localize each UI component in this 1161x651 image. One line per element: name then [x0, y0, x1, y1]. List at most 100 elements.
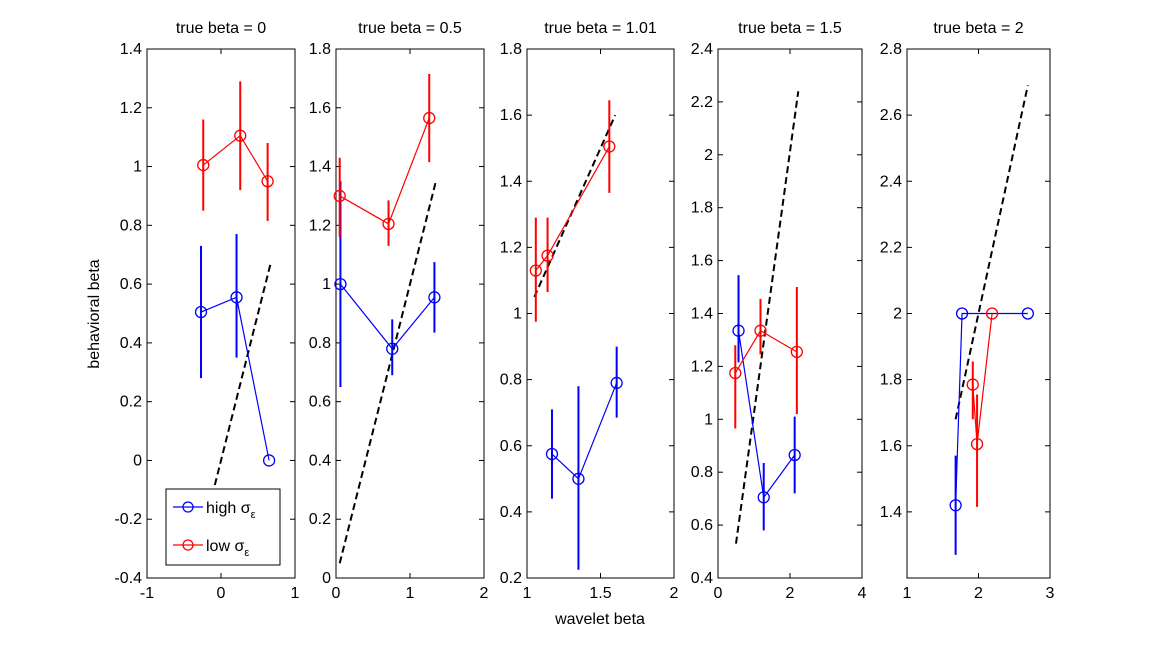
data-point	[732, 324, 745, 337]
series-low	[333, 73, 436, 246]
legend-entry: high σε	[173, 500, 256, 521]
identity-line	[533, 114, 617, 298]
y-tick-label: 0	[133, 452, 142, 469]
series-low	[529, 100, 616, 322]
series-line	[202, 134, 269, 182]
x-tick-label: 1	[291, 585, 300, 602]
y-tick-label: 0.8	[691, 464, 713, 481]
y-tick-label: 0.6	[500, 438, 522, 455]
y-tick-label: 1.4	[500, 173, 522, 190]
y-tick-label: -0.2	[114, 511, 142, 528]
series-line	[972, 313, 993, 445]
data-point	[1021, 307, 1034, 320]
y-tick-label: 2.2	[880, 239, 902, 256]
panel-title: true beta = 2	[933, 20, 1023, 37]
panel-1: true beta = 0 -0.4 -0.2 0 0.2 0.4 0.6 0.8 1 1.2 1.…	[114, 20, 299, 602]
y-tick-label: 0.8	[120, 217, 142, 234]
data-point	[970, 437, 984, 451]
y-tick-label: 0.2	[500, 570, 522, 587]
data-point	[757, 491, 770, 504]
data-point	[428, 291, 441, 304]
data-point	[790, 345, 803, 359]
identity-line	[735, 91, 800, 544]
y-tick-label: 1.4	[691, 306, 713, 323]
x-tick-label: -1	[140, 585, 154, 602]
x-tick-label: 0	[332, 585, 341, 602]
series-line	[955, 312, 1028, 506]
y-tick-label: 0.8	[309, 335, 331, 352]
data-point	[529, 264, 542, 277]
legend-marker	[182, 501, 194, 513]
panel-5: true beta = 2 1.4 1.6 1.8 2 2.2 2.4 2.6 2.8 1 2 3	[880, 20, 1055, 602]
y-tick-label: 0.4	[309, 452, 331, 469]
y-tick-label: 0.6	[691, 517, 713, 534]
data-point	[333, 189, 346, 203]
y-tick-label: 0.2	[309, 511, 331, 528]
legend-label: high σε	[206, 500, 256, 521]
y-axis-label: behavioral beta	[86, 259, 103, 369]
series-low	[197, 81, 274, 221]
series-line	[200, 296, 270, 461]
y-tick-label: 1.2	[691, 358, 713, 375]
data-point	[949, 499, 962, 512]
data-point	[545, 447, 559, 461]
y-tick-label: 1.2	[120, 100, 142, 117]
y-tick-label: 2	[704, 147, 713, 164]
y-tick-label: 1.4	[880, 504, 902, 521]
x-tick-label: 0	[217, 585, 226, 602]
y-tick-label: 0.6	[309, 394, 331, 411]
series-low	[729, 287, 803, 429]
x-tick-label: 2	[670, 585, 679, 602]
y-tick-label: 1	[322, 276, 331, 293]
data-point	[610, 376, 623, 390]
panels: true beta = 0 -0.4 -0.2 0 0.2 0.4 0.6 0.8 1 1.2 1.…	[114, 20, 1054, 602]
x-tick-label: 3	[1046, 585, 1055, 602]
y-tick-label: 1.2	[309, 217, 331, 234]
identity-line	[211, 263, 272, 496]
series-high	[732, 275, 801, 531]
panel-2: true beta = 0.5 0 0.2 0.4 0.6 0.8 1 1.2 1.4 1.6 1.…	[309, 20, 489, 602]
y-tick-label: 1.2	[500, 239, 522, 256]
data-point	[541, 249, 554, 262]
series-high	[194, 234, 276, 467]
panel-title: true beta = 1.5	[738, 20, 842, 37]
x-tick-label: 1	[523, 585, 532, 602]
y-tick-label: 1.6	[691, 253, 713, 270]
x-tick-label: 2	[974, 585, 983, 602]
data-point	[423, 111, 436, 125]
y-tick-label: 0.2	[120, 394, 142, 411]
y-tick-label: 0	[322, 570, 331, 587]
y-tick-label: 2.8	[880, 41, 902, 58]
y-tick-label: 1.6	[309, 100, 331, 117]
x-tick-label: 1.5	[589, 585, 611, 602]
axes-box	[526, 48, 675, 579]
y-tick-label: 0.4	[120, 335, 142, 352]
y-tick-label: 1	[513, 306, 522, 323]
series-line	[339, 117, 430, 225]
legend-box	[165, 488, 281, 566]
data-point	[788, 448, 801, 462]
y-tick-label: 1	[704, 411, 713, 428]
data-point	[262, 454, 276, 467]
data-point	[234, 129, 247, 142]
legend-entry: low σε	[173, 538, 249, 559]
y-tick-label: 1.8	[880, 372, 902, 389]
series-line	[551, 382, 618, 480]
y-tick-label: 2	[893, 306, 902, 323]
data-point	[572, 472, 585, 485]
y-tick-label: 1.8	[309, 41, 331, 58]
x-tick-label: 4	[858, 585, 867, 602]
series-line	[339, 283, 435, 350]
x-tick-label: 1	[406, 585, 415, 602]
data-point	[194, 305, 208, 319]
data-point	[197, 158, 210, 172]
x-axis-label: wavelet beta	[554, 611, 645, 628]
data-point	[386, 342, 399, 355]
panel-title: true beta = 0	[176, 20, 266, 37]
data-point	[382, 217, 395, 231]
legend-label: low σε	[206, 538, 249, 559]
data-point	[966, 378, 979, 391]
data-point	[754, 324, 767, 337]
identity-line	[954, 85, 1029, 420]
